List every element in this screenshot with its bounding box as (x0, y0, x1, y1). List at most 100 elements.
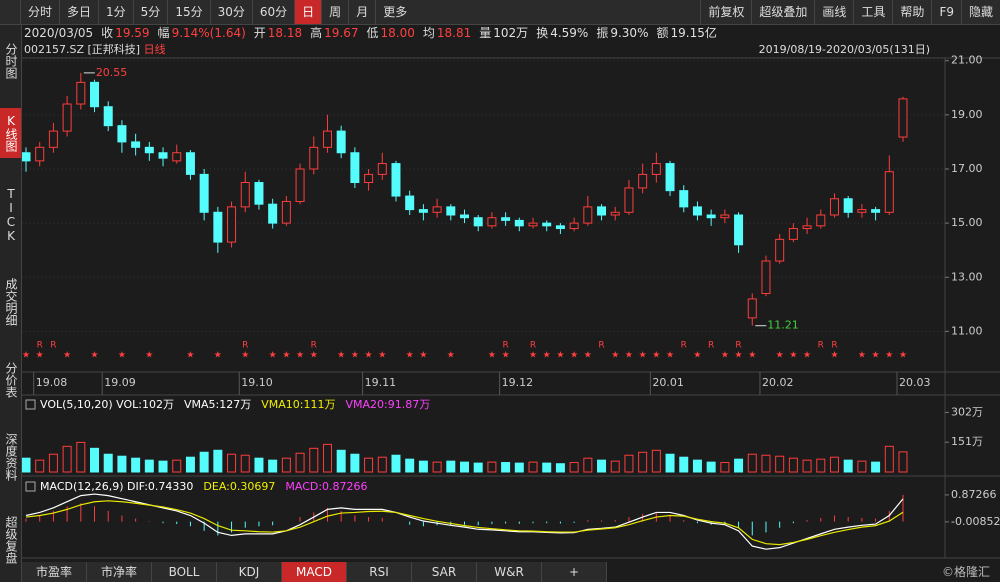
candle-body (610, 211, 620, 216)
candle-body (829, 198, 839, 216)
volume-bar (514, 462, 524, 473)
candle-body (21, 152, 31, 162)
field-value: 4.59% (550, 26, 589, 40)
star-marker: ★ (611, 351, 619, 361)
bottom-tab[interactable]: W&R (477, 562, 542, 582)
panel-icon (25, 481, 36, 492)
candle-body (692, 206, 702, 216)
toolbar-button[interactable]: 多日 (59, 0, 98, 24)
y-tick-label: 19.00 (951, 108, 983, 121)
x-tick-label: 19.11 (365, 376, 397, 389)
star-marker: ★ (488, 351, 496, 361)
volume-bar (281, 457, 291, 473)
x-tick-label: 19.08 (36, 376, 68, 389)
side-tab[interactable]: 超级复盘 (4, 516, 18, 565)
volume-bar (446, 460, 456, 473)
bottom-tab[interactable]: MACD (282, 562, 347, 582)
candle-body (665, 163, 675, 192)
toolbar-button[interactable]: 超级叠加 (751, 0, 814, 24)
candle-body (117, 125, 127, 143)
panel-header: VOL(5,10,20) VOL:102万 (40, 398, 174, 411)
y-tick-label: 302万 (951, 405, 983, 418)
side-tab[interactable]: 深度资料 (4, 433, 18, 482)
toolbar-button[interactable]: 日 (294, 0, 322, 24)
bottom-tab[interactable]: 市净率 (87, 562, 152, 582)
toolbar-button[interactable]: 30分 (209, 0, 252, 24)
side-tab[interactable]: 分价表 (4, 361, 18, 398)
r-marker: R (818, 341, 824, 351)
toolbar-button[interactable]: 帮助 (892, 0, 931, 24)
candle-body (761, 260, 771, 294)
volume-bar (679, 456, 689, 473)
candle-body (528, 222, 538, 227)
star-marker: ★ (296, 351, 304, 361)
field-label: 量 (479, 26, 492, 40)
bottom-tab[interactable]: KDJ (217, 562, 282, 582)
star-marker: ★ (406, 351, 414, 361)
toolbar-button[interactable]: 隐藏 (960, 0, 1000, 24)
star-marker: ★ (214, 351, 222, 361)
toolbar-button[interactable]: 工具 (853, 0, 892, 24)
toolbar: 分时 多日 1分 5分 15分 30分 60分日周月更多 前复权 超级叠加 画线 工具 帮助 F9 隐藏 (0, 0, 1000, 25)
candle-body (185, 152, 195, 175)
volume-bar (364, 457, 374, 473)
field-label: 收 (101, 26, 114, 40)
min-label: 11.21 (767, 319, 799, 332)
volume-bar (829, 456, 839, 473)
toolbar-button[interactable]: 15分 (167, 0, 209, 24)
volume-bar (651, 449, 661, 473)
toolbar-button[interactable]: 月 (348, 0, 375, 24)
star-marker: ★ (378, 351, 386, 361)
toolbar-button[interactable]: 分时 (20, 0, 59, 24)
toolbar-button[interactable]: 60分 (251, 0, 294, 24)
field-value: 9.14%(1.64) (171, 26, 246, 40)
bottom-tab[interactable]: BOLL (152, 562, 217, 582)
volume-bar (788, 457, 798, 473)
candle-body (857, 209, 867, 213)
field-value: 18.18 (267, 26, 303, 40)
bottom-tab[interactable]: 市盈率 (22, 562, 87, 582)
toolbar-button[interactable]: 前复权 (700, 0, 751, 24)
candle-body (884, 171, 894, 213)
toolbar-button[interactable]: F9 (931, 0, 961, 24)
x-tick-label: 19.12 (502, 376, 534, 389)
toolbar-button[interactable]: 5分 (132, 0, 168, 24)
side-tab[interactable]: 分时图 (4, 42, 18, 79)
star-marker: ★ (145, 351, 153, 361)
star-marker: ★ (529, 351, 537, 361)
bottom-tab[interactable]: + (542, 562, 607, 582)
panel-header: MACD:0.87266 (285, 480, 367, 493)
side-tab[interactable]: K线图 (0, 107, 21, 158)
star-marker: ★ (310, 351, 318, 361)
volume-bar (144, 459, 154, 473)
star-marker: ★ (543, 351, 551, 361)
candle-body (144, 146, 154, 154)
side-tab[interactable]: 成交明细 (4, 278, 18, 327)
toolbar-button[interactable]: 周 (321, 0, 348, 24)
max-label: 20.55 (96, 66, 128, 79)
bottom-tab[interactable]: SAR (412, 562, 477, 582)
volume-bar (254, 457, 264, 473)
panel-header: DEA:0.30697 (203, 480, 275, 493)
star-marker: ★ (803, 351, 811, 361)
volume-bar (199, 451, 209, 473)
candle-body (213, 211, 223, 243)
candle-body (172, 152, 182, 162)
candle-body (843, 198, 853, 213)
watermark: ©格隆汇 (941, 565, 990, 579)
toolbar-button[interactable]: 画线 (814, 0, 853, 24)
r-marker: R (681, 341, 687, 351)
star-marker: ★ (735, 351, 743, 361)
side-tab[interactable]: TICK (4, 187, 18, 244)
field-value: 9.30% (610, 26, 649, 40)
x-tick-label: 20.02 (762, 376, 794, 389)
toolbar-button[interactable]: 1分 (98, 0, 133, 24)
volume-bar (624, 454, 634, 473)
toolbar-button[interactable]: 更多 (375, 0, 414, 24)
volume-bar (816, 458, 826, 473)
volume-bar (665, 453, 675, 473)
volume-bar (240, 454, 250, 473)
panel-header: VMA10:111万 (261, 398, 335, 411)
bottom-tab[interactable]: RSI (347, 562, 412, 582)
